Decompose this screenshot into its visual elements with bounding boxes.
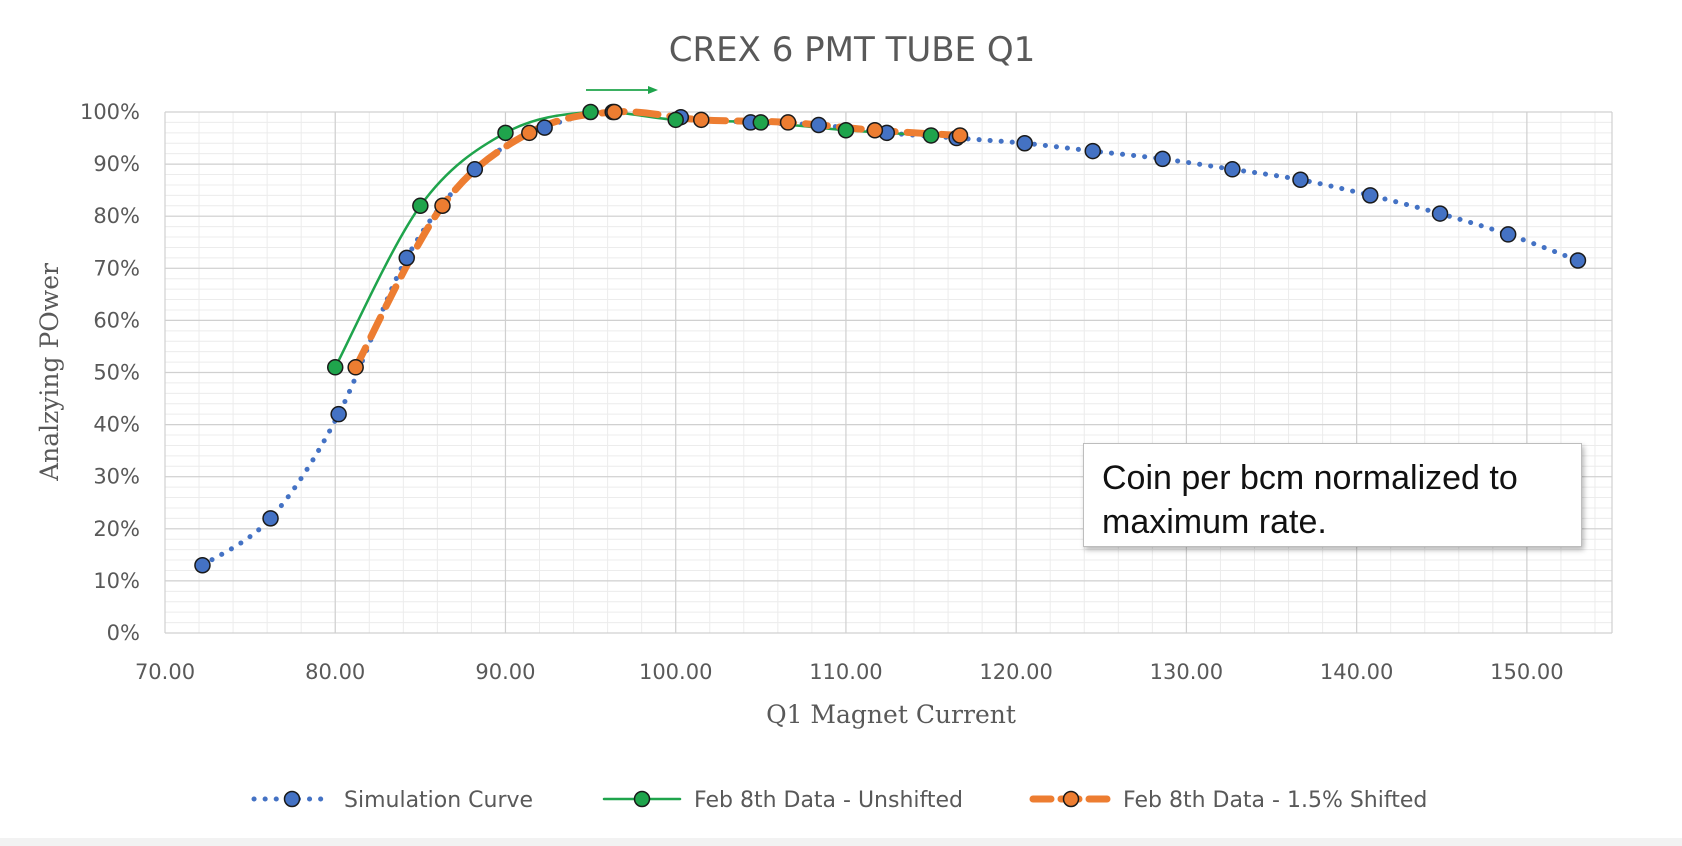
- y-axis-label: Analzying POwer: [35, 263, 64, 482]
- series-2-point: [692, 111, 710, 129]
- series-1-point: [752, 114, 770, 131]
- y-tick-label: 70%: [93, 256, 140, 280]
- series-0-point: [1292, 171, 1309, 188]
- x-axis-label: Q1 Magnet Current: [766, 700, 1016, 729]
- series-1-point: [922, 127, 940, 144]
- x-tick-label: 70.00: [135, 660, 195, 684]
- series-0-point: [1362, 187, 1379, 204]
- series-0-point: [536, 119, 553, 136]
- series-2-point: [521, 124, 538, 142]
- y-tick-label: 20%: [93, 517, 140, 541]
- series-0-point: [1154, 150, 1171, 168]
- series-0-point: [466, 161, 484, 178]
- series-0-point: [330, 405, 347, 423]
- series-1-point: [667, 111, 684, 129]
- y-tick-label: 90%: [93, 152, 140, 176]
- x-tick-label: 130.00: [1150, 660, 1223, 684]
- x-tick-label: 100.00: [639, 660, 712, 684]
- series-1-point: [326, 359, 344, 376]
- series-line-2: [352, 108, 964, 371]
- series-1-point: [837, 121, 855, 139]
- series-0-point: [1569, 252, 1587, 269]
- x-tick-label: 80.00: [305, 660, 365, 684]
- x-tick-label: 90.00: [475, 660, 535, 684]
- x-tick-label: 120.00: [979, 660, 1052, 684]
- legend-marker-0: [283, 790, 301, 808]
- series-0-point: [1016, 135, 1033, 152]
- legend-marker-1: [633, 790, 651, 808]
- series-0-point: [262, 510, 279, 527]
- x-tick-label: 150.00: [1490, 660, 1563, 684]
- series-0-point: [1084, 142, 1102, 160]
- series-0-point: [1499, 226, 1517, 243]
- y-tick-label: 50%: [93, 361, 140, 385]
- series-2-point: [866, 121, 884, 139]
- x-tick-label: 110.00: [809, 660, 882, 684]
- x-tick-label: 140.00: [1320, 660, 1393, 684]
- series-1-point: [497, 124, 514, 142]
- series-1-point: [412, 197, 429, 215]
- legend-label-1: Feb 8th Data - Unshifted: [694, 788, 963, 813]
- shift-arrow-head: [648, 86, 658, 94]
- series-2-point: [779, 114, 797, 131]
- series-1-point: [582, 103, 599, 121]
- annotation-box: Coin per bcm normalized to maximum rate.: [1083, 443, 1582, 547]
- bottom-strip: [0, 838, 1682, 846]
- y-tick-label: 60%: [93, 308, 140, 332]
- legend-label-2: Feb 8th Data - 1.5% Shifted: [1123, 788, 1427, 813]
- y-tick-label: 80%: [93, 204, 140, 228]
- grid-layer: [164, 111, 1613, 634]
- series-2-point: [606, 103, 623, 121]
- series-2-point: [347, 359, 364, 376]
- y-tick-label: 100%: [80, 100, 140, 124]
- y-tick-label: 30%: [93, 465, 140, 489]
- legend-label-0: Simulation Curve: [344, 788, 533, 813]
- series-0-point: [194, 557, 211, 574]
- series-2-point: [951, 127, 969, 144]
- axis-layer: 70.00 80.00 90.00 100.00 110.00 120.00 130.00 1…: [80, 100, 1564, 684]
- series-layer: [194, 86, 1587, 574]
- series-0-point: [1431, 205, 1449, 222]
- legend-layer: Simulation Curve Feb 8th Data - Unshifted…: [251, 788, 1427, 813]
- series-2-point: [434, 197, 451, 215]
- legend-marker-2: [1062, 790, 1080, 808]
- series-0-point: [1224, 161, 1241, 178]
- y-tick-label: 40%: [93, 413, 140, 437]
- y-tick-label: 10%: [93, 569, 140, 593]
- y-tick-label: 0%: [107, 621, 140, 645]
- chart-title: CREX 6 PMT TUBE Q1: [669, 30, 1035, 70]
- series-0-point: [810, 116, 827, 134]
- series-0-point: [398, 249, 415, 267]
